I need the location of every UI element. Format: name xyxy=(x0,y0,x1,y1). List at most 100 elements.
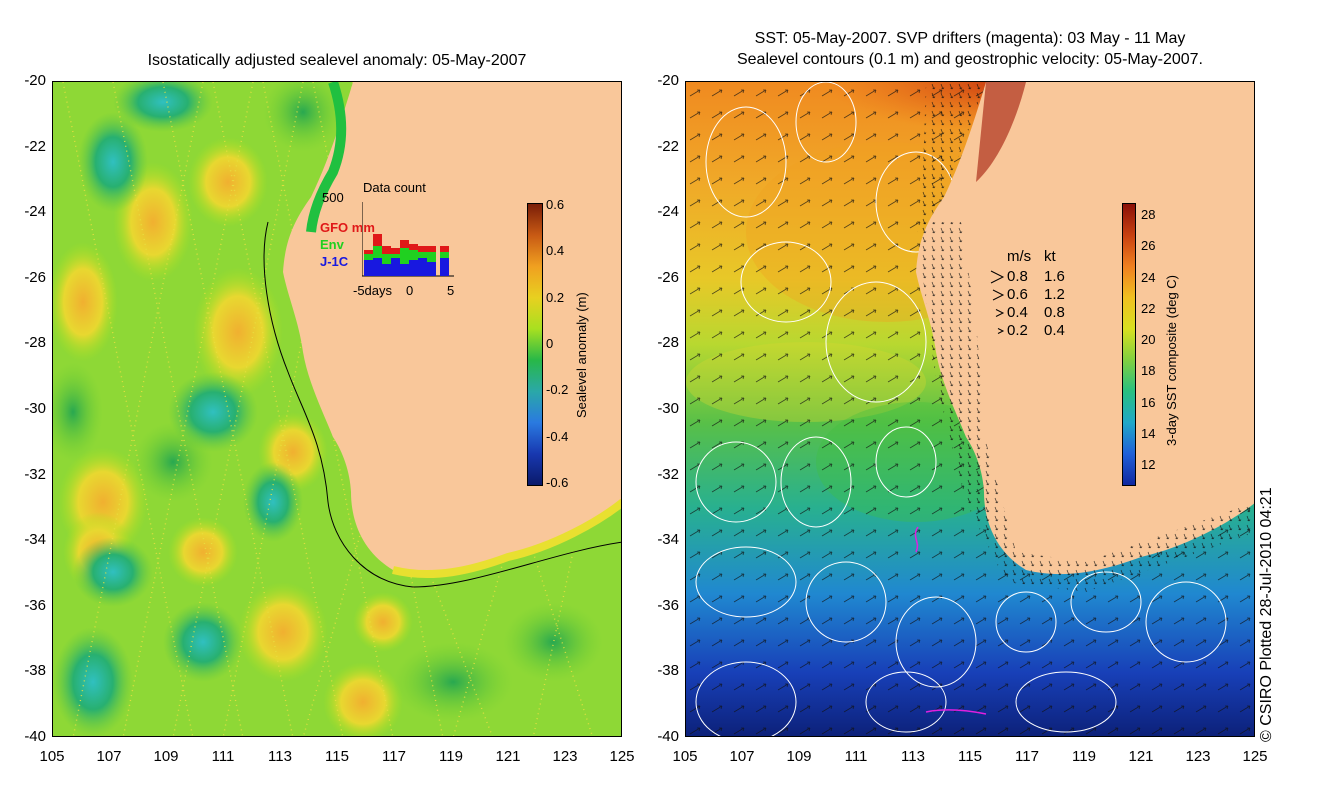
right-map-panel[interactable] xyxy=(685,81,1255,737)
velocity-ms-value: 0.4 xyxy=(1007,304,1028,321)
right-y-tick: -40 xyxy=(657,728,679,745)
right-colorbar xyxy=(1122,203,1136,486)
right-colorbar-tick: 28 xyxy=(1141,207,1156,222)
right-y-tick: -38 xyxy=(657,662,679,680)
left-y-tick: -24 xyxy=(24,203,46,221)
left-x-tick: 111 xyxy=(211,748,235,765)
right-x-tick: 123 xyxy=(1185,748,1211,765)
right-colorbar-tick: 12 xyxy=(1141,457,1156,472)
left-colorbar xyxy=(527,203,543,486)
right-colorbar-tick: 14 xyxy=(1141,425,1156,441)
right-colorbar-tick: 24 xyxy=(1141,269,1156,285)
velocity-kt-value: 1.2 xyxy=(1044,286,1065,303)
left-y-tick: -38 xyxy=(24,662,46,680)
drifter-track-2 xyxy=(925,709,987,715)
right-y-tick: -26 xyxy=(657,268,679,286)
right-x-tick: 115 xyxy=(958,748,982,765)
right-x-tick: 119 xyxy=(1072,748,1096,765)
velocity-arrow-icon xyxy=(990,270,1005,284)
right-x-tick: 117 xyxy=(1015,748,1039,765)
left-colorbar-tick: -0.6 xyxy=(546,475,569,490)
left-x-tick: 109 xyxy=(153,748,179,765)
left-y-tick: -40 xyxy=(24,728,46,745)
velocity-kt-value: 0.8 xyxy=(1044,304,1065,321)
right-y-tick: -22 xyxy=(657,137,679,155)
left-x-tick: 119 xyxy=(439,748,463,765)
left-x-tick: 121 xyxy=(495,748,521,765)
left-y-tick: -28 xyxy=(24,334,46,352)
left-y-tick: -20 xyxy=(24,72,46,89)
right-y-tick: -28 xyxy=(657,334,679,352)
right-x-tick: 113 xyxy=(901,748,925,765)
left-map-title: Isostatically adjusted sealevel anomaly:… xyxy=(147,52,527,69)
left-y-tick: -22 xyxy=(24,137,46,155)
left-colorbar-label: Sealevel anomaly (m) xyxy=(574,292,589,418)
left-colorbar-tick: -0.4 xyxy=(546,428,569,444)
right-x-tick: 111 xyxy=(844,748,868,765)
right-y-tick: -36 xyxy=(657,596,679,614)
right-colorbar-tick: 18 xyxy=(1141,363,1156,379)
inset-x-label-start: -5days xyxy=(353,283,393,298)
right-colorbar-tick: 20 xyxy=(1141,332,1156,347)
left-x-tick: 115 xyxy=(325,748,349,765)
right-colorbar-tick: 22 xyxy=(1141,300,1156,316)
right-colorbar-tick: 26 xyxy=(1141,238,1156,254)
left-x-tick: 125 xyxy=(609,748,635,765)
right-y-tick: -24 xyxy=(657,203,679,221)
right-x-tick: 125 xyxy=(1242,748,1268,765)
australia-land-right xyxy=(916,82,1254,575)
inset-legend-env: Env xyxy=(320,237,344,252)
velocity-legend: m/s kt 0.8 1.6 0.6 1.2 0.4 0.8 0.2 0.4 xyxy=(985,248,1085,348)
velocity-arrow-icon xyxy=(997,328,1005,334)
left-x-tick: 107 xyxy=(96,748,122,765)
left-colorbar-tick: 0.2 xyxy=(546,289,565,305)
left-y-tick: -32 xyxy=(24,465,46,483)
inset-title: Data count xyxy=(363,180,426,195)
right-y-tick: -20 xyxy=(657,72,679,89)
left-y-tick: -26 xyxy=(24,268,46,286)
right-map-title-line1: SST: 05-May-2007. SVP drifters (magenta)… xyxy=(754,30,1186,47)
velocity-header-kt: kt xyxy=(1044,248,1056,265)
velocity-ms-value: 0.2 xyxy=(1007,322,1028,339)
inset-x-label-zero: 0 xyxy=(406,283,414,298)
right-x-tick: 105 xyxy=(672,748,698,765)
velocity-ms-value: 0.8 xyxy=(1007,268,1028,285)
left-y-tick: -36 xyxy=(24,596,46,614)
left-colorbar-tick: 0.4 xyxy=(546,243,565,259)
right-y-tick: -34 xyxy=(657,531,679,549)
sst-map xyxy=(686,82,1254,736)
right-y-tick: -30 xyxy=(657,400,679,417)
inset-legend-j1c: J-1C xyxy=(320,254,349,269)
velocity-kt-value: 0.4 xyxy=(1044,322,1065,339)
left-y-tick: -34 xyxy=(24,531,46,549)
left-x-tick: 113 xyxy=(268,748,292,765)
velocity-ms-value: 0.6 xyxy=(1007,286,1028,303)
anomaly-blobs xyxy=(53,82,603,736)
satellite-tracks xyxy=(62,82,594,736)
inset-max-label: 500 xyxy=(322,190,344,205)
right-y-tick: -32 xyxy=(657,465,679,483)
right-x-tick: 109 xyxy=(786,748,812,765)
velocity-header-ms: m/s xyxy=(1007,248,1032,265)
drifter-track-1 xyxy=(914,526,919,553)
left-colorbar-tick: -0.2 xyxy=(546,382,569,398)
credit-text: © CSIRO Plotted 28-Jul-2010 04:21 xyxy=(1258,487,1275,742)
left-x-tick: 123 xyxy=(552,748,578,765)
left-colorbar-tick: 0 xyxy=(546,336,554,351)
left-x-tick: 105 xyxy=(39,748,65,765)
data-count-inset: 500 Data count GFO mm Env J-1C -5days 0 … xyxy=(305,180,465,300)
right-x-tick: 107 xyxy=(729,748,755,765)
inset-legend-gfo: GFO mm xyxy=(320,220,375,235)
velocity-kt-value: 1.6 xyxy=(1044,268,1065,285)
left-x-tick: 117 xyxy=(382,748,406,765)
velocity-arrow-icon xyxy=(995,309,1005,317)
inset-x-label-end: 5 xyxy=(447,283,455,298)
right-x-tick: 121 xyxy=(1128,748,1154,765)
left-y-tick: -30 xyxy=(24,400,46,417)
velocity-arrow-icon xyxy=(992,289,1005,301)
right-colorbar-tick: 16 xyxy=(1141,394,1156,410)
inset-bars xyxy=(362,202,454,277)
right-map-title-line2: Sealevel contours (0.1 m) and geostrophi… xyxy=(736,51,1203,68)
right-colorbar-label: 3-day SST composite (deg C) xyxy=(1164,275,1179,446)
left-colorbar-tick: 0.6 xyxy=(546,197,565,212)
